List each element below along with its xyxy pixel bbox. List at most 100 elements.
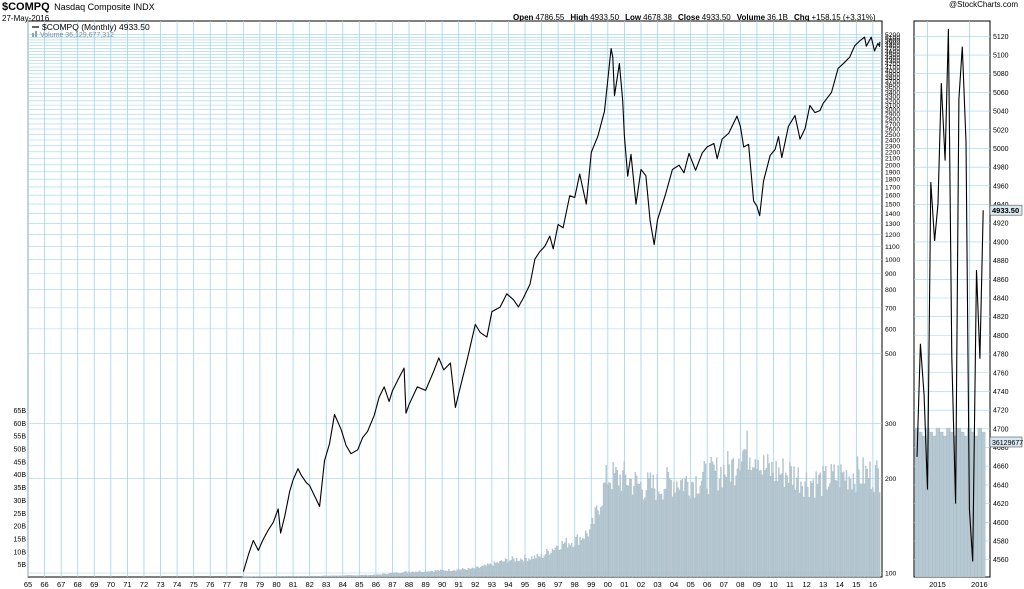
x-tick-label: 76: [206, 580, 214, 589]
volume-bar: [753, 467, 755, 578]
volume-bar: [877, 468, 879, 578]
volume-bar: [858, 469, 860, 578]
inset-y-tick-label: 4680: [993, 445, 1009, 452]
volume-bar: [797, 467, 799, 578]
volume-bar: [658, 491, 660, 578]
volume-bar: [673, 481, 675, 578]
x-tick-label: 00: [604, 580, 612, 589]
inset-y-tick-label: 5060: [993, 90, 1009, 97]
volume-bar: [579, 536, 581, 578]
x-tick-label: 04: [670, 580, 678, 589]
y-tick-label: 3500: [885, 86, 900, 93]
volume-bar: [634, 472, 636, 578]
inset-volume-bar: [928, 431, 933, 578]
volume-bar: [705, 463, 707, 578]
volume-bar: [515, 558, 518, 578]
volume-bar: [486, 563, 489, 578]
y-tick-label: 4200: [885, 61, 900, 68]
volume-bar: [678, 489, 681, 578]
volume-bar: [707, 494, 710, 578]
volume-bar: [415, 571, 417, 578]
volume-bar: [751, 467, 754, 578]
volume-bar: [765, 468, 768, 578]
y-tick-label: 600: [885, 326, 897, 333]
y-tick-label: 1000: [885, 257, 900, 264]
volume-bar: [685, 475, 688, 578]
volume-tick-label: 35B: [14, 485, 27, 492]
volume-bar: [318, 576, 320, 578]
volume-bar: [876, 460, 878, 578]
volume-bar: [297, 576, 300, 578]
volume-bar: [677, 487, 679, 578]
volume-bar: [268, 576, 271, 578]
volume-bar: [758, 470, 761, 578]
volume-bar: [426, 571, 428, 578]
volume-bar: [739, 470, 741, 578]
y-tick-label: 2300: [885, 143, 900, 150]
inset-y-tick-label: 4980: [993, 165, 1009, 172]
volume-bar: [474, 568, 476, 578]
volume-bar: [569, 545, 572, 578]
volume-bar: [863, 483, 866, 578]
volume-bar: [576, 534, 578, 578]
volume-bar: [546, 549, 548, 578]
volume-bar: [671, 496, 674, 578]
volume-bar: [602, 483, 605, 578]
volume-bar: [408, 571, 410, 578]
inset-y-axis: 4560 4580 4600 4620 4640 4660 4680 4700 4720 4740…: [989, 34, 1023, 564]
x-tick-label: 92: [471, 580, 479, 589]
volume-bar: [365, 574, 367, 578]
volume-bar: [382, 573, 384, 578]
volume-tick-label: 25B: [14, 511, 27, 518]
volume-bar: [666, 467, 668, 578]
x-tick-label: 72: [140, 580, 148, 589]
volume-bar: [289, 576, 291, 578]
volume-bar: [866, 469, 868, 578]
y-tick-label: 4100: [885, 65, 900, 72]
volume-bar: [597, 510, 599, 578]
chart-header: $COMPQ Nasdaq Composite INDX 27-May-2016: [2, 0, 155, 24]
volume-bar: [645, 490, 647, 578]
volume-tick-label: 55B: [14, 434, 27, 441]
x-tick-label: 06: [703, 580, 711, 589]
volume-bar: [256, 576, 258, 578]
volume-axis: 5B 10B 15B 20B 25B 30B 35B 40B 45B 50B 55B 60B 65B: [14, 408, 27, 569]
volume-bar: [254, 576, 257, 578]
x-tick-label: 74: [173, 580, 181, 589]
volume-bar: [446, 571, 449, 578]
y-tick-label: 1400: [885, 211, 900, 218]
x-tick-label: 85: [355, 580, 363, 589]
volume-tick-label: 20B: [14, 524, 27, 531]
volume-bar: [660, 493, 663, 578]
volume-bar: [467, 567, 469, 578]
volume-bar: [404, 571, 406, 578]
volume-bar: [509, 560, 511, 578]
volume-bar: [485, 565, 487, 578]
volume-bar: [613, 472, 616, 578]
y-tick-label: 4700: [885, 46, 900, 53]
volume-bar: [341, 575, 344, 578]
watermark: @StockCharts.com: [948, 0, 1018, 9]
volume-bar: [295, 576, 297, 578]
y-tick-label: 200: [885, 476, 897, 483]
x-tick-label: 87: [388, 580, 396, 589]
volume-bar: [629, 478, 631, 578]
volume-bar: [393, 572, 395, 578]
y-tick-label: 300: [885, 421, 897, 428]
volume-bar: [456, 569, 458, 578]
volume-bar: [736, 468, 739, 578]
x-tick-label: 95: [521, 580, 529, 589]
volume-bar: [500, 560, 503, 578]
volume-bar: [804, 481, 806, 578]
volume-bar: [665, 488, 667, 578]
inset-y-tick-label: 5080: [993, 71, 1009, 78]
ohlc-value-5: +158.15 (+3.31%): [811, 13, 876, 22]
volume-bar: [793, 466, 795, 578]
y-tick-label: 4300: [885, 58, 900, 65]
volume-bar: [357, 575, 359, 578]
x-tick-label: 94: [504, 580, 512, 589]
volume-bar: [553, 550, 555, 578]
volume-bar: [529, 559, 532, 578]
volume-bar: [721, 487, 723, 578]
